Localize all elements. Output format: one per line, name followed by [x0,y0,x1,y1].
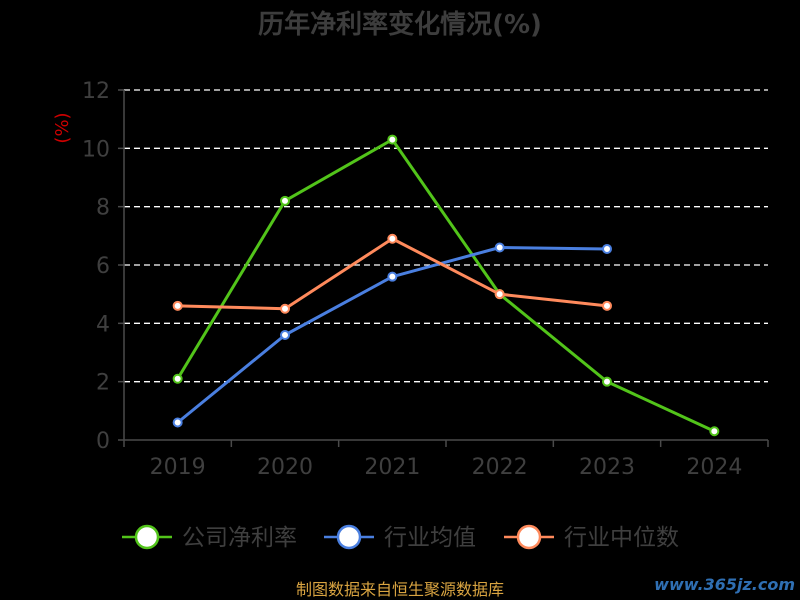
y-tick-label: 12 [82,79,110,104]
series-0 [172,134,720,437]
watermark: www.365jz.com [654,575,795,594]
data-point [280,303,290,314]
data-point [172,300,183,311]
legend-marker [134,524,160,550]
data-point [602,300,612,311]
data-point [494,289,505,300]
legend-item[interactable]: 行业中位数 [504,524,679,551]
series-1 [172,242,612,428]
chart-title: 历年净利率变化情况(%) [258,9,542,40]
data-point [602,243,612,254]
y-tick-label: 10 [82,137,110,162]
x-tick-label: 2020 [257,455,313,480]
legend: 公司净利率 行业均值 行业中位数 [122,524,679,551]
legend-label: 公司净利率 [182,525,297,551]
x-tick-label: 2021 [364,455,420,480]
legend-marker [516,524,542,550]
legend-label: 行业中位数 [564,525,679,551]
x-tick-label: 2019 [150,455,206,480]
legend-item[interactable]: 公司净利率 [122,524,297,551]
legend-item[interactable]: 行业均值 [324,524,476,551]
data-point [387,134,398,145]
series-layer [172,134,720,437]
y-tick-label: 4 [96,312,110,337]
data-point [602,376,612,387]
series-line [176,138,715,433]
data-point [494,242,505,253]
legend-label: 行业均值 [384,525,476,551]
data-point [709,426,720,437]
data-point [387,271,398,282]
grid-lines [124,89,768,383]
source-note: 制图数据来自恒生聚源数据库 [296,580,504,599]
data-point [172,373,183,384]
y-tick-label: 0 [96,429,110,454]
y-tick-label: 8 [96,196,110,221]
x-tick-label: 2022 [472,455,528,480]
data-point [280,195,290,206]
x-axis-ticks: 2019 2020 2021 2022 2023 2024 [123,440,769,480]
data-point [280,330,290,340]
x-tick-label: 2023 [579,455,635,480]
y-axis-unit-label: (%) [52,112,73,143]
legend-marker [336,524,362,550]
x-tick-label: 2024 [686,455,742,480]
y-tick-label: 2 [96,371,110,396]
data-point [387,233,398,244]
series-2 [172,233,612,314]
data-point [172,417,183,428]
y-axis-ticks: 0 2 4 6 8 10 12 [82,79,124,454]
y-tick-label: 6 [96,254,110,279]
